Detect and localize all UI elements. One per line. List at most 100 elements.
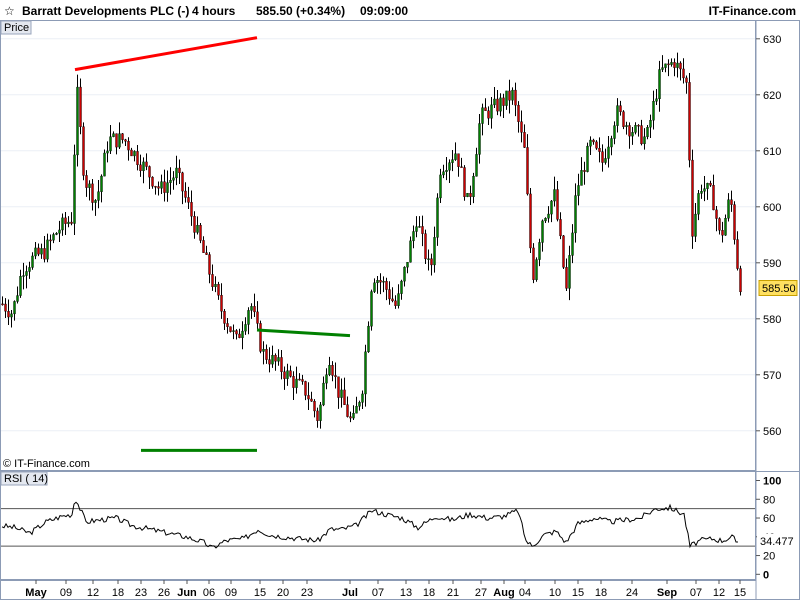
price-watermark: © IT-Finance.com — [3, 458, 90, 470]
candle-body — [676, 62, 679, 68]
candle-body — [499, 97, 502, 112]
candle-body — [385, 280, 388, 290]
x-tick-label: 07 — [372, 587, 384, 599]
candle-body — [739, 268, 742, 293]
candle-body — [397, 293, 400, 306]
candle-body — [31, 255, 34, 268]
candle-body — [628, 125, 631, 137]
candle-body — [187, 197, 190, 203]
candle-body — [40, 248, 43, 255]
candle-body — [70, 221, 73, 224]
candle-body — [409, 240, 412, 263]
candle-body — [700, 191, 703, 194]
candle-body — [469, 192, 472, 197]
x-tick-label: Jun — [177, 587, 197, 599]
candle-body — [43, 248, 46, 260]
candle-body — [418, 226, 421, 228]
candle-body — [55, 233, 58, 235]
candle-body — [202, 240, 205, 253]
candle-body — [211, 274, 214, 287]
candle-body — [220, 295, 223, 312]
candle-body — [442, 171, 445, 176]
price-plot-area[interactable] — [0, 20, 756, 471]
candle-body — [568, 255, 571, 289]
candle-body — [367, 325, 370, 353]
candle-body — [706, 182, 709, 189]
candle-body — [151, 176, 154, 187]
candle-body — [22, 275, 25, 277]
candle-body — [571, 232, 574, 256]
resistance-line[interactable] — [74, 36, 258, 72]
candle-body — [436, 197, 439, 238]
candle-body — [502, 97, 505, 106]
candle-body — [424, 233, 427, 260]
price-tick-label: 630 — [763, 34, 781, 46]
candle-body — [550, 200, 553, 215]
candle-body — [133, 151, 136, 157]
candle-body — [79, 86, 82, 127]
header-brand: IT-Finance.com — [709, 4, 796, 18]
candle-body — [37, 247, 40, 255]
candle-body — [52, 234, 55, 241]
candle-body — [430, 258, 433, 266]
candle-body — [691, 159, 694, 237]
candle-body — [517, 104, 520, 122]
candle-body — [76, 86, 79, 156]
candle-body — [25, 271, 28, 276]
header-time: 09:09:00 — [360, 4, 408, 18]
candle-body — [679, 62, 682, 70]
x-tick-label: 09 — [225, 587, 237, 599]
candle-body — [94, 200, 97, 203]
candle-body — [196, 225, 199, 233]
candle-body — [85, 175, 88, 188]
price-tick-label: 590 — [763, 258, 781, 270]
candle-body — [250, 306, 253, 311]
candle-body — [529, 193, 532, 249]
candle-body — [559, 219, 562, 237]
candle-body — [136, 151, 139, 166]
candle-body — [391, 298, 394, 302]
candle-body — [463, 167, 466, 197]
candle-body — [307, 395, 310, 400]
x-tick-label: 12 — [87, 587, 99, 599]
candle-body — [427, 258, 430, 260]
candle-body — [358, 402, 361, 407]
candle-body — [673, 62, 676, 68]
candle-body — [61, 217, 64, 231]
header-instrument: Barratt Developments PLC (-) — [22, 4, 189, 18]
candle-body — [229, 326, 232, 332]
x-tick-label: 21 — [447, 587, 459, 599]
price-tick-label: 600 — [763, 202, 781, 214]
candle-body — [130, 149, 133, 157]
candle-body — [154, 186, 157, 188]
candle-body — [388, 289, 391, 300]
candle-body — [208, 254, 211, 275]
candle-body — [265, 348, 268, 360]
candle-body — [592, 139, 595, 143]
candle-body — [172, 177, 175, 181]
candle-body — [310, 398, 313, 402]
rsi-tick-label: 80 — [763, 494, 775, 506]
candle-body — [166, 182, 169, 193]
x-tick-label: Aug — [493, 587, 514, 599]
candle-body — [331, 365, 334, 376]
trendlines — [74, 36, 351, 452]
x-tick-label: 18 — [595, 587, 607, 599]
x-tick-label: Sep — [657, 587, 677, 599]
rsi-plot-area[interactable] — [0, 471, 756, 580]
candle-body — [319, 404, 322, 421]
candle-body — [298, 378, 301, 381]
candle-body — [523, 132, 526, 148]
candle-body — [544, 217, 547, 222]
candle-body — [163, 181, 166, 193]
candle-body — [727, 199, 730, 219]
candle-body — [304, 381, 307, 396]
header-bar — [0, 0, 800, 20]
candle-body — [598, 148, 601, 152]
candle-body — [478, 123, 481, 155]
candle-body — [682, 68, 685, 79]
candle-body — [10, 313, 13, 318]
candle-body — [454, 153, 457, 160]
support-line[interactable] — [256, 328, 351, 338]
candle-body — [520, 121, 523, 133]
